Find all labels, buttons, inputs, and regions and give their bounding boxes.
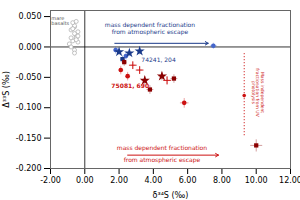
svg-text:0.000: 0.000 xyxy=(19,43,42,52)
svg-text:mass dependent fractionation: mass dependent fractionation xyxy=(117,144,207,152)
svg-text:0.050: 0.050 xyxy=(19,12,42,21)
svg-text:δ³⁴S (‰): δ³⁴S (‰) xyxy=(153,191,189,200)
svg-text:-2.00: -2.00 xyxy=(40,176,61,185)
svg-text:74241, 204: 74241, 204 xyxy=(141,56,176,63)
svg-text:2.00: 2.00 xyxy=(110,176,128,185)
svg-text:from atmospheric escape: from atmospheric escape xyxy=(124,156,201,164)
svg-text:Mass independentfractionation: Mass independentfractionation from UVpho… xyxy=(251,68,265,117)
svg-text:-0.150: -0.150 xyxy=(16,134,42,143)
svg-text:0.00: 0.00 xyxy=(76,176,94,185)
svg-text:6.00: 6.00 xyxy=(179,176,197,185)
svg-text:-0.200: -0.200 xyxy=(16,164,42,173)
svg-text:8.00: 8.00 xyxy=(213,176,231,185)
svg-text:-0.100: -0.100 xyxy=(16,103,42,112)
svg-text:Δ³³S (‰): Δ³³S (‰) xyxy=(2,71,11,107)
svg-text:75081, 690: 75081, 690 xyxy=(111,82,149,89)
svg-text:12.00: 12.00 xyxy=(279,176,300,185)
svg-text:from atmospheric escape: from atmospheric escape xyxy=(112,28,189,36)
svg-text:-0.050: -0.050 xyxy=(16,73,42,82)
svg-text:4.00: 4.00 xyxy=(144,176,162,185)
svg-text:10.00: 10.00 xyxy=(245,176,268,185)
svg-text:mass dependent fractionation: mass dependent fractionation xyxy=(104,20,196,28)
svg-text:marebasalts: marebasalts xyxy=(51,15,69,26)
